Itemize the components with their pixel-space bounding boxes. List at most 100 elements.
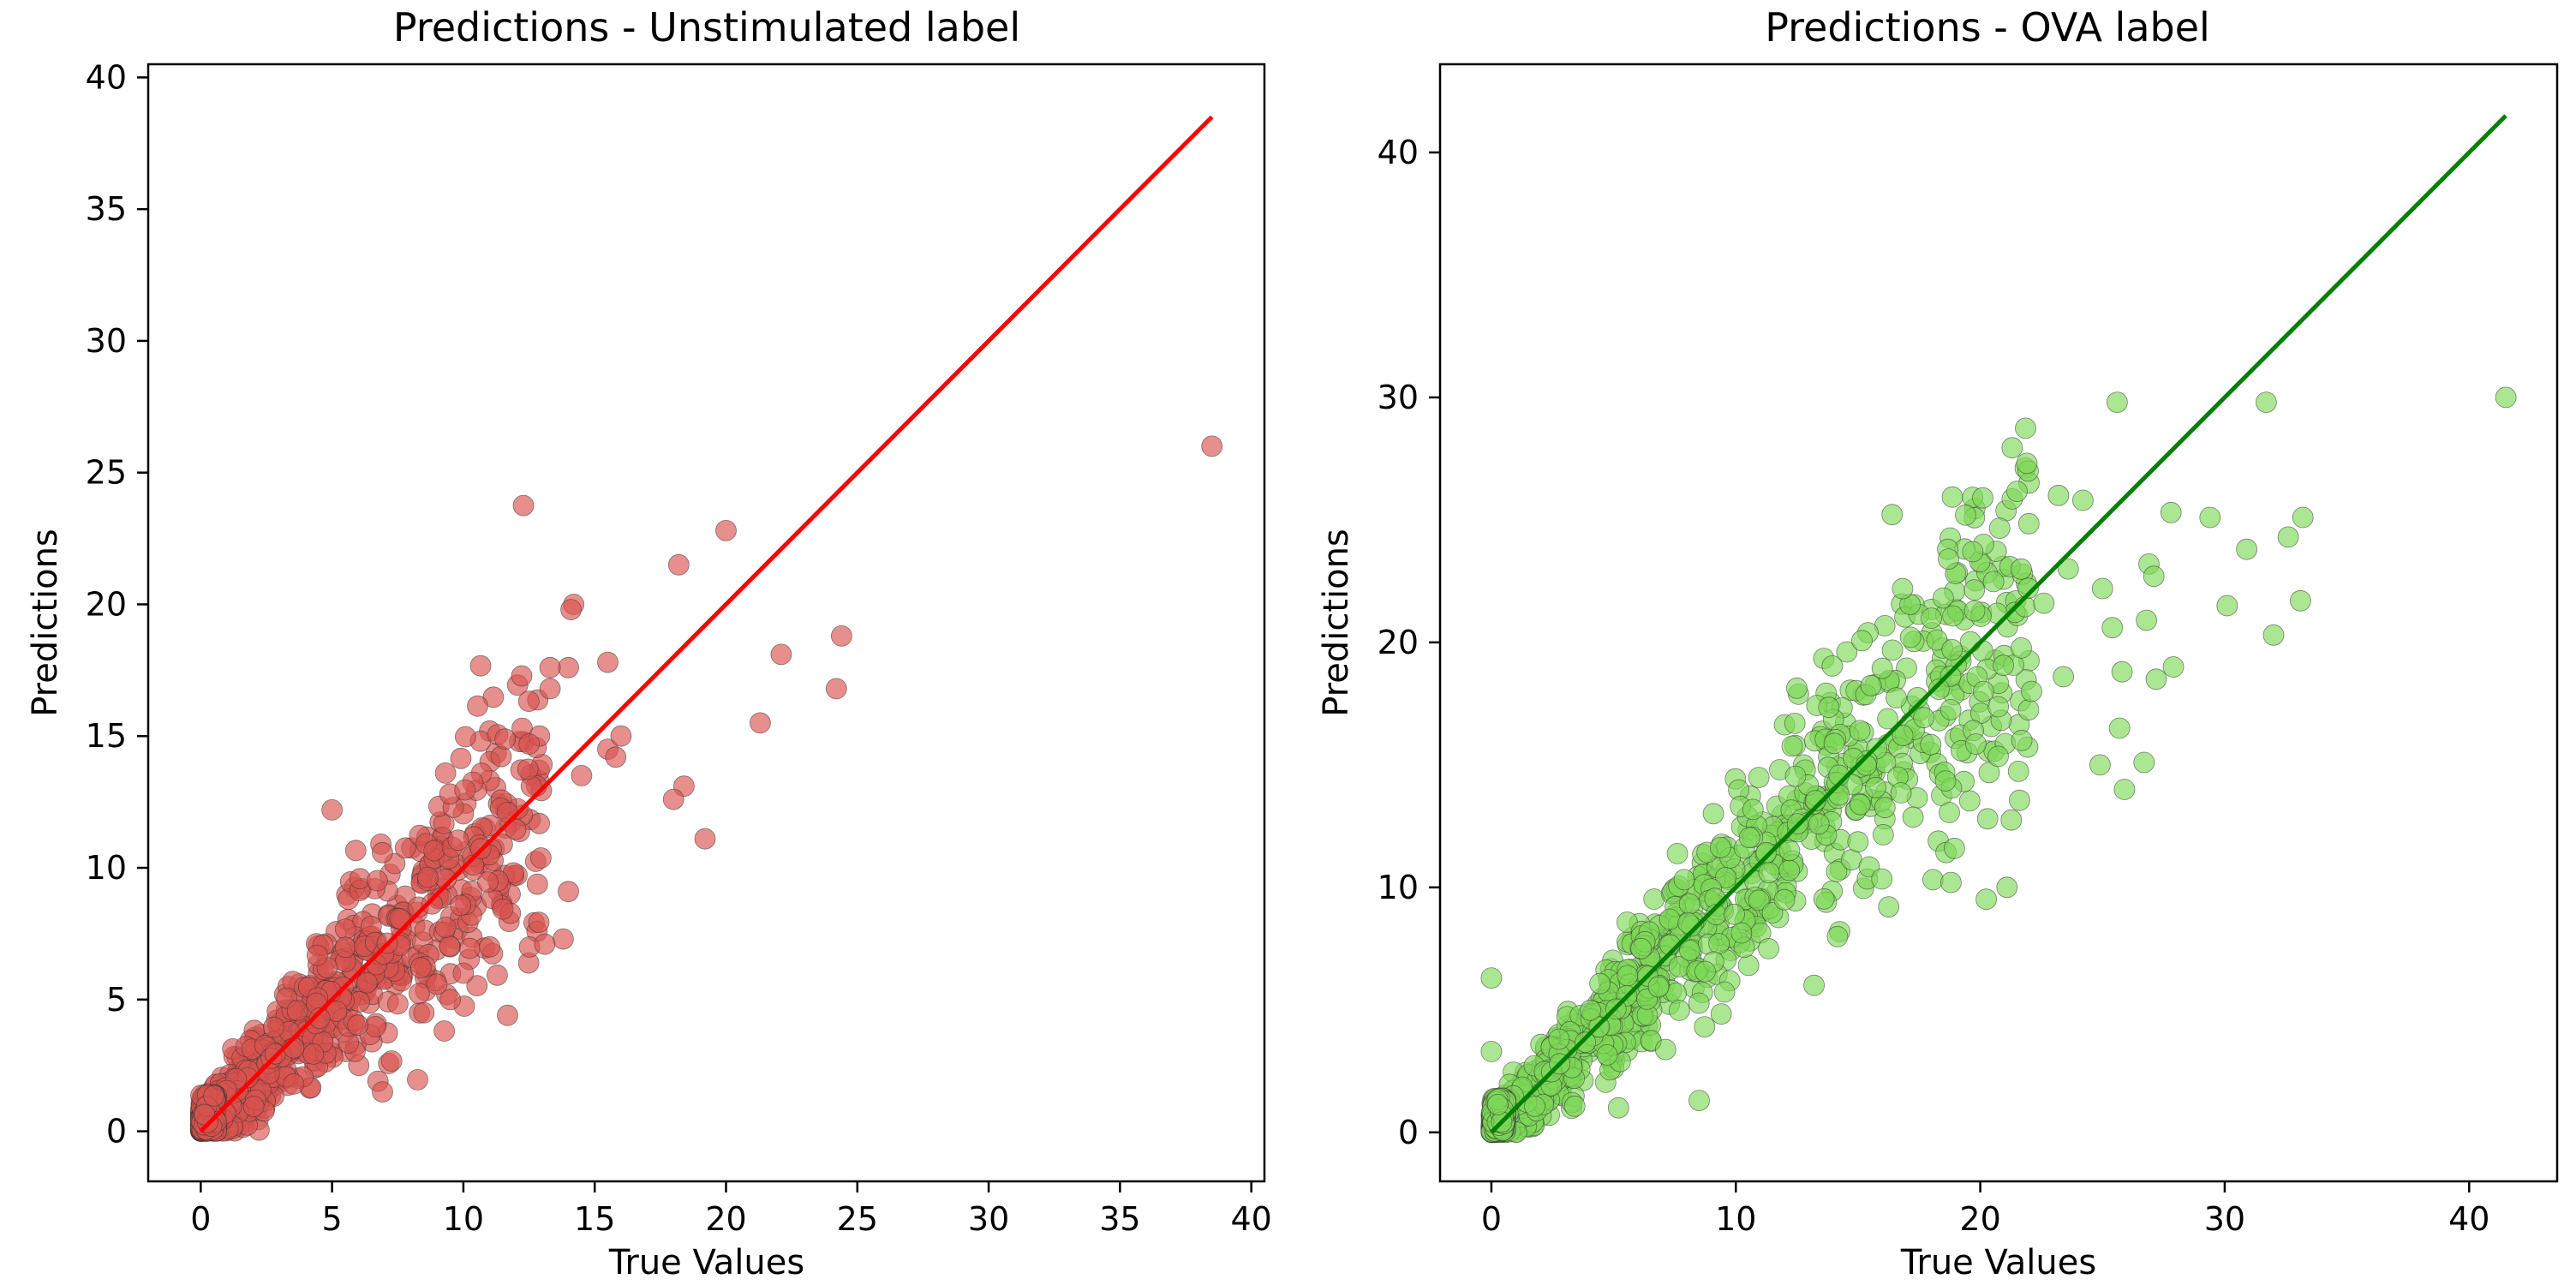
scatter-point [1589,972,1611,995]
panel-title: Predictions - Unstimulated label [393,4,1020,51]
scatter-point [1580,999,1601,1021]
scatter-point [1785,677,1808,699]
scatter-point [2016,452,2038,475]
x-axis-ticks: 0 5 10 15 20 25 30 35 40 [190,1181,1272,1238]
scatter-points [1480,386,2517,1144]
scatter-point [2007,761,2029,782]
y-axis-ticks: 0 5 10 15 20 25 30 35 40 [86,58,148,1151]
scatter-point [2236,538,2258,560]
scatter-point [2011,637,2032,659]
scatter-point [2011,729,2033,751]
scatter-point [2133,751,2155,774]
scatter-point [1679,940,1700,961]
scatter-point [1758,862,1780,883]
scatter-point [1836,641,1858,663]
scatter-point [2136,609,2158,631]
y-tick-label: 0 [106,1113,127,1151]
scatter-point [1934,770,1957,792]
scatter-point [1881,639,1904,661]
scatter-point [469,654,492,677]
scatter-point [1730,922,1753,944]
scatter-point [2199,506,2221,529]
scatter-point [2000,809,2023,831]
x-tick-label: 0 [1481,1200,1502,1238]
scatter-point [409,957,432,979]
scatter-point [263,1016,284,1038]
scatter-point [2143,565,2165,588]
y-tick-label: 30 [86,322,127,360]
x-tick-label: 35 [1099,1200,1140,1238]
scatter-point [439,989,461,1011]
scatter-point [1987,696,2010,718]
scatter-point [1849,720,1871,742]
scatter-point [2008,789,2030,811]
scatter-point [1748,767,1770,788]
x-tick-label: 40 [2448,1200,2489,1238]
scatter-point [413,1001,435,1024]
scatter-point [380,1050,403,1072]
scatter-point [1480,967,1503,989]
scatter-point [1708,933,1730,954]
scatter-point [1913,707,1935,729]
scatter-point [1688,992,1710,1014]
scatter-point [321,799,344,821]
scatter-point [1975,888,1998,911]
scatter-point [1821,655,1844,677]
scatter-point [1784,765,1807,787]
scatter-point [1993,654,2015,677]
scatter-point [2216,595,2238,617]
scatter-point [750,712,771,734]
scatter-point [2017,512,2040,535]
scatter-point [571,765,593,786]
scatter-point [1778,859,1801,882]
scatter-point [1886,687,1907,708]
scatter-point [1939,871,1962,894]
y-tick-label: 25 [86,454,127,492]
scatter-point [2010,558,2032,580]
scatter-point [466,975,488,996]
scatter-point [2111,660,2133,683]
scatter-point [1972,487,1993,509]
scatter-point [1742,798,1764,821]
scatter-point [1748,889,1770,911]
scatter-point [1630,937,1653,959]
scatter-point [1673,869,1695,891]
y-axis-label: Predictions [26,529,65,717]
scatter-point [434,917,457,938]
scatter-point [526,873,548,895]
scatter-point [2017,699,2040,721]
scatter-point [467,695,488,717]
scatter-point [1881,504,1904,526]
scatter-point [1871,657,1893,679]
scatter-point [1694,1016,1716,1037]
y-tick-label: 20 [1378,624,1419,661]
scatter-point [423,840,445,862]
scatter-point [2108,717,2131,739]
scatter-point [2162,656,2185,678]
y-tick-label: 20 [86,585,127,623]
scatter-point [2089,754,2111,776]
scatter-point [477,871,499,893]
scatter-point [286,1000,308,1022]
scatter-point [1480,1041,1503,1062]
scatter-point [1647,976,1670,998]
scatter-point [344,840,367,862]
y-tick-label: 40 [86,58,127,96]
scatter-point [560,599,582,620]
scatter-point [1941,486,1963,508]
x-tick-label: 0 [190,1200,211,1238]
scatter-point [1654,1038,1676,1061]
y-axis-label: Predictions [1317,529,1356,717]
scatter-point [534,933,556,955]
scatter-point [1872,824,1894,846]
x-axis-ticks: 0 10 20 30 40 [1481,1181,2489,1238]
scatter-point [494,728,517,750]
scatter-point [1828,784,1850,806]
scatter-point [1892,577,1914,600]
scatter-point [1902,806,1924,828]
scatter-point [454,779,476,801]
scatter-point [2047,484,2070,506]
x-tick-label: 15 [574,1200,615,1238]
scatter-point [1487,1094,1509,1115]
